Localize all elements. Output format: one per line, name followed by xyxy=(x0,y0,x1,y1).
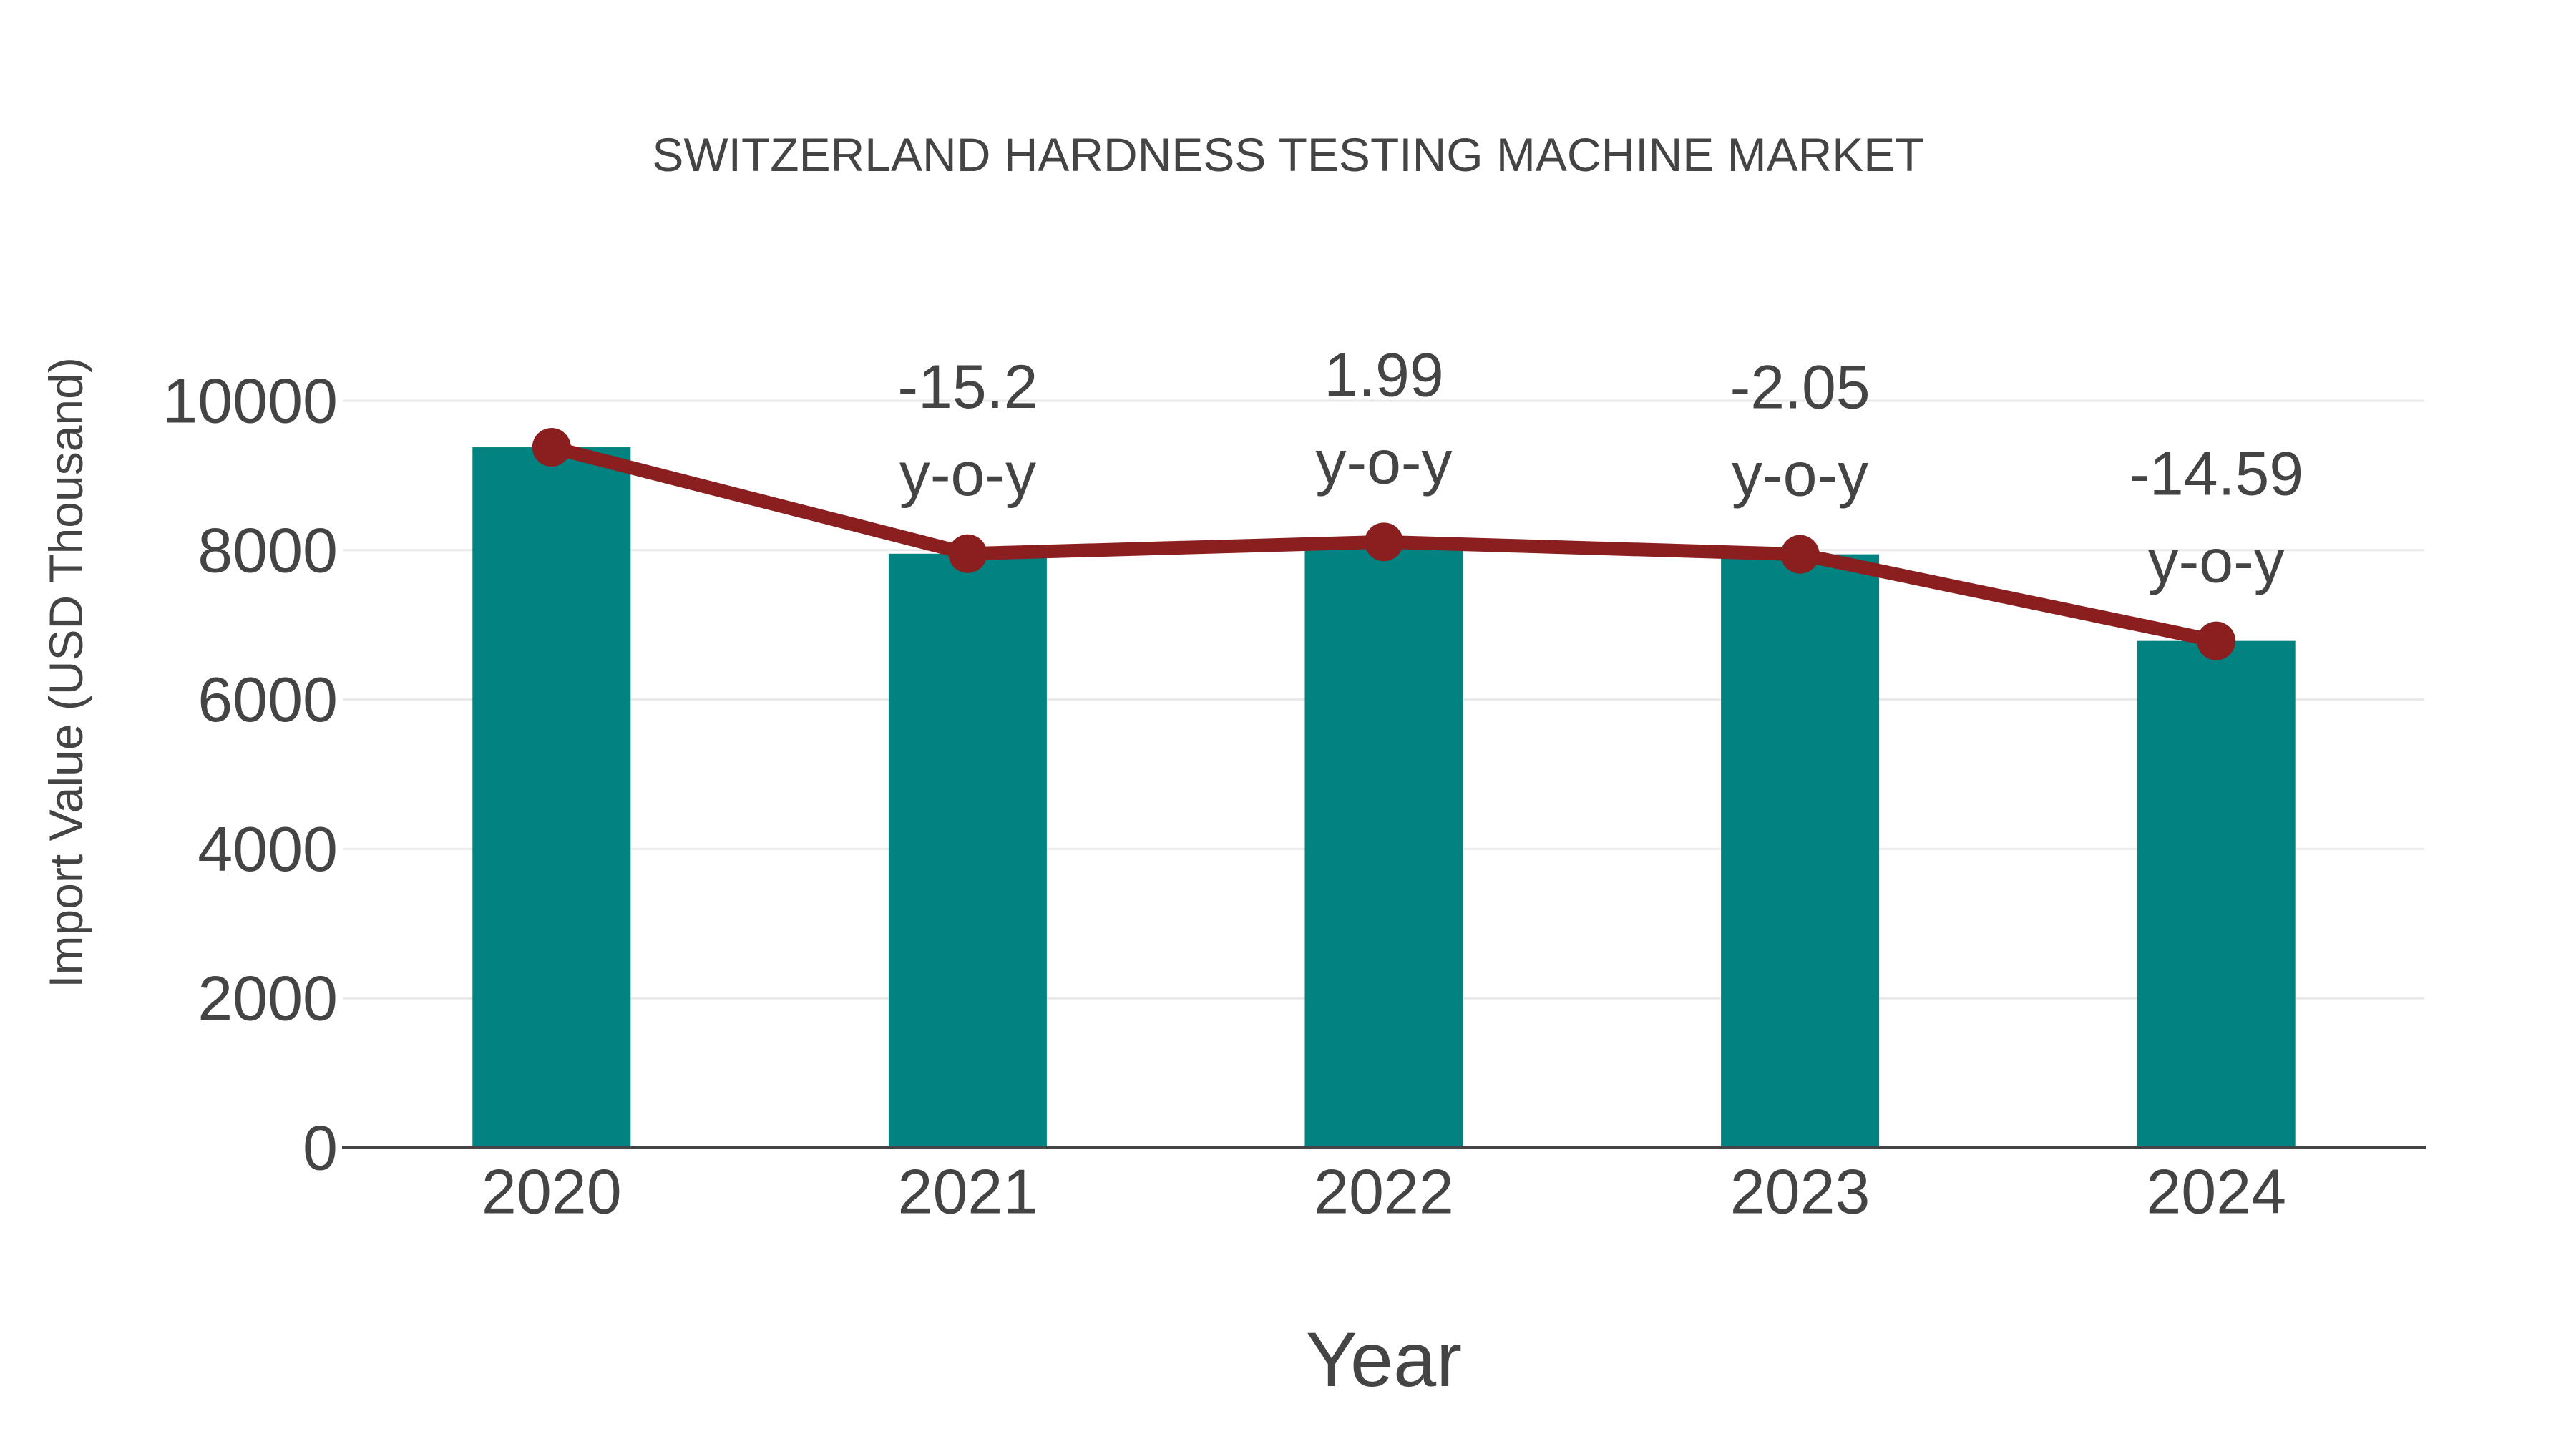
y-tick-label-6000: 6000 xyxy=(197,664,338,735)
yoy-annotation-2022-suffix: y-o-y xyxy=(1315,428,1452,497)
marker-2022 xyxy=(1365,522,1403,562)
x-axis-title: Year xyxy=(1305,1316,1463,1402)
x-tick-label-2021: 2021 xyxy=(898,1156,1038,1227)
marker-2020 xyxy=(532,428,571,467)
chart-title: SWITZERLAND HARDNESS TESTING MACHINE MAR… xyxy=(652,128,1924,181)
x-tick-label-2022: 2022 xyxy=(1314,1156,1454,1227)
y-tick-label-8000: 8000 xyxy=(197,514,338,585)
yoy-annotation-2021-suffix: y-o-y xyxy=(899,440,1036,509)
bar-2024 xyxy=(2137,640,2296,1148)
bar-2020 xyxy=(472,447,631,1148)
bar-2023 xyxy=(1721,554,1880,1148)
bar-2022 xyxy=(1304,542,1463,1148)
y-tick-label-0: 0 xyxy=(303,1113,338,1184)
x-tick-label-2024: 2024 xyxy=(2146,1156,2286,1227)
yoy-annotation-2022-value: 1.99 xyxy=(1324,341,1443,409)
marker-2024 xyxy=(2197,621,2236,660)
yoy-annotation-2023-value: -2.05 xyxy=(1730,353,1870,422)
x-tick-label-2023: 2023 xyxy=(1730,1156,1870,1227)
yoy-annotation-2024-suffix: y-o-y xyxy=(2148,527,2285,596)
marker-2023 xyxy=(1780,535,1820,574)
y-tick-label-4000: 4000 xyxy=(197,814,338,884)
yoy-annotation-2024-value: -14.59 xyxy=(2129,440,2303,509)
y-tick-label-10000: 10000 xyxy=(162,366,338,436)
bar-2021 xyxy=(888,553,1047,1148)
yoy-annotation-2023-suffix: y-o-y xyxy=(1732,441,1868,509)
yoy-annotation-2021-value: -15.2 xyxy=(897,353,1038,421)
y-tick-label-2000: 2000 xyxy=(197,963,338,1034)
marker-2021 xyxy=(948,534,987,573)
x-tick-label-2020: 2020 xyxy=(482,1156,622,1227)
